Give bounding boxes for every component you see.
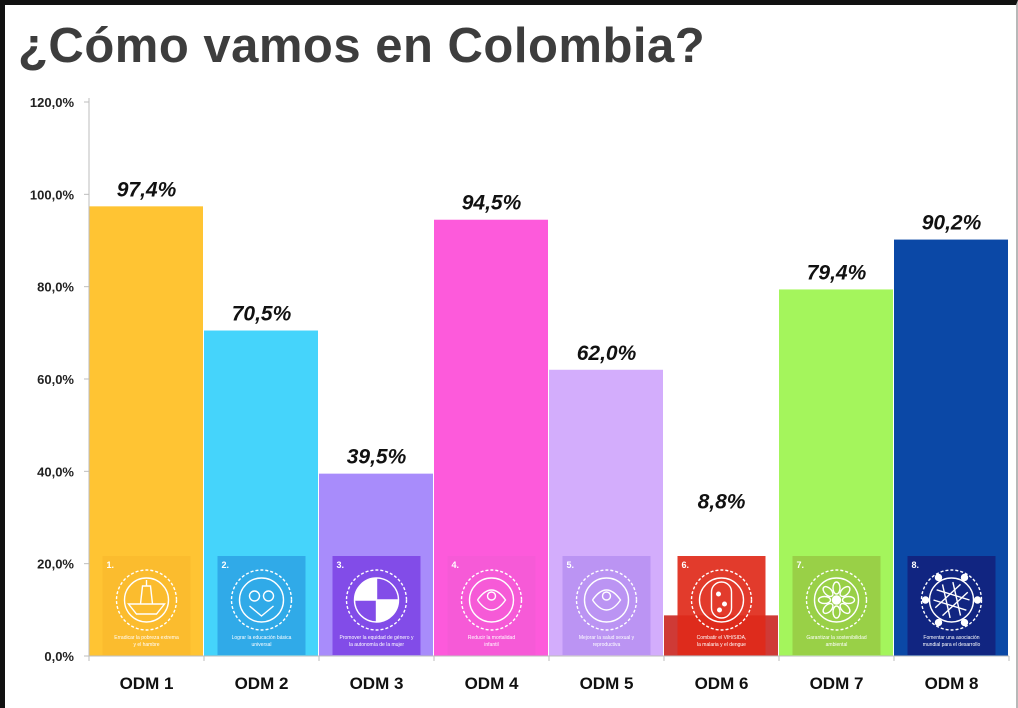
badge-caption: Garantizar la sostenibilidad [806, 635, 867, 641]
badge-caption: Lograr la educación básica [232, 635, 292, 641]
badge-caption: ambiental [826, 642, 848, 648]
data-label: 97,4% [117, 178, 177, 201]
y-tick-label: 0,0% [44, 649, 74, 664]
data-label: 90,2% [922, 212, 982, 235]
badge-caption: mundial para el desarrollo [923, 642, 981, 648]
badge-caption: la malaria y el dengue [697, 642, 746, 648]
data-label: 79,4% [807, 261, 867, 284]
badge-caption: universal [251, 642, 271, 648]
badge-caption: Combatir el VIH/SIDA, [697, 635, 747, 641]
badge-number: 2. [222, 560, 230, 570]
y-tick-label: 120,0% [30, 95, 75, 110]
child-figure-icon [460, 569, 523, 631]
x-category-label: ODM 8 [925, 674, 979, 693]
flower-icon [805, 569, 868, 631]
data-label: 62,0% [577, 342, 637, 365]
badge-number: 5. [567, 560, 575, 570]
network-globe-icon [920, 569, 983, 631]
badge-caption: Promover la equidad de género y [340, 635, 414, 641]
badge-caption: infantil [484, 642, 498, 648]
y-tick-label: 20,0% [37, 557, 74, 572]
y-tick-label: 100,0% [30, 187, 75, 202]
badge-caption: y el hambre [133, 642, 159, 648]
x-category-label: ODM 2 [235, 674, 289, 693]
badge-number: 3. [337, 560, 345, 570]
fountain-icon [115, 569, 178, 631]
x-category-label: ODM 4 [465, 674, 519, 693]
badge-number: 6. [682, 560, 690, 570]
badge-caption: Fomentar una asociación [923, 635, 979, 641]
badge-caption: Erradicar la pobreza extrema [114, 635, 179, 641]
badge-caption: reproductiva [593, 642, 621, 648]
owl-icon [230, 569, 293, 631]
x-category-label: ODM 5 [580, 674, 634, 693]
odm-3-badge: 3. Promover la equidad de género yla auto… [332, 556, 421, 655]
x-category-label: ODM 1 [120, 674, 174, 693]
odm-6-badge: 6. Combatir el VIH/SIDA,la malaria y el d… [677, 556, 766, 655]
page-title: ¿Cómo vamos en Colombia? [18, 19, 706, 73]
x-category-label: ODM 7 [810, 674, 864, 693]
badge-number: 7. [797, 560, 805, 570]
badge-caption: Reducir la mortalidad [468, 635, 515, 641]
badge-caption: la autonomía de la mujer [349, 642, 404, 648]
quartered-circle-icon [345, 569, 408, 631]
mother-figure-icon [575, 569, 638, 631]
data-label: 8,8% [698, 491, 746, 514]
badge-number: 1. [107, 560, 115, 570]
ribbon-figure-icon [690, 569, 753, 631]
badge-number: 4. [452, 560, 460, 570]
badge-caption: Mejorar la salud sexual y [579, 635, 635, 641]
y-tick-label: 80,0% [37, 280, 74, 295]
data-label: 70,5% [232, 303, 292, 326]
x-category-label: ODM 3 [350, 674, 404, 693]
x-category-label: ODM 6 [695, 674, 749, 693]
data-label: 39,5% [347, 446, 407, 469]
badge-number: 8. [912, 560, 920, 570]
y-tick-label: 40,0% [37, 464, 74, 479]
y-tick-label: 60,0% [37, 372, 74, 387]
data-label: 94,5% [462, 192, 522, 215]
